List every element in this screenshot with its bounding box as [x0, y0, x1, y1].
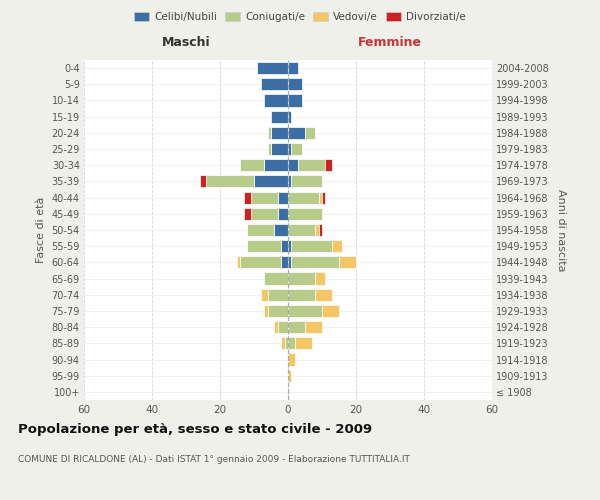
Bar [292, 176, 322, 188]
Bar [322, 192, 325, 203]
Bar [292, 240, 332, 252]
Bar [288, 78, 302, 90]
Bar [288, 159, 298, 172]
Bar [305, 321, 322, 333]
Text: Maschi: Maschi [161, 36, 211, 49]
Bar [247, 240, 281, 252]
Bar [292, 143, 302, 155]
Bar [278, 208, 288, 220]
Bar [288, 143, 292, 155]
Bar [271, 127, 288, 139]
Bar [295, 338, 312, 349]
Bar [332, 240, 343, 252]
Bar [257, 62, 288, 74]
Bar [268, 288, 288, 301]
Bar [278, 321, 288, 333]
Bar [288, 305, 322, 317]
Bar [288, 176, 292, 188]
Bar [305, 127, 315, 139]
Y-axis label: Anni di nascita: Anni di nascita [556, 188, 566, 271]
Bar [206, 176, 254, 188]
Bar [292, 256, 339, 268]
Bar [281, 338, 284, 349]
Bar [288, 127, 305, 139]
Bar [251, 192, 278, 203]
Bar [281, 240, 288, 252]
Bar [261, 288, 268, 301]
Bar [315, 224, 319, 236]
Text: Popolazione per età, sesso e stato civile - 2009: Popolazione per età, sesso e stato civil… [18, 422, 372, 436]
Bar [268, 143, 271, 155]
Bar [298, 159, 325, 172]
Bar [271, 143, 288, 155]
Bar [288, 256, 292, 268]
Bar [339, 256, 356, 268]
Bar [288, 370, 292, 382]
Bar [241, 159, 264, 172]
Bar [244, 208, 251, 220]
Bar [261, 78, 288, 90]
Legend: Celibi/Nubili, Coniugati/e, Vedovi/e, Divorziati/e: Celibi/Nubili, Coniugati/e, Vedovi/e, Di… [130, 8, 470, 26]
Bar [288, 62, 298, 74]
Bar [288, 208, 322, 220]
Bar [288, 321, 305, 333]
Bar [264, 305, 268, 317]
Bar [315, 272, 325, 284]
Bar [288, 192, 319, 203]
Bar [200, 176, 206, 188]
Bar [288, 224, 315, 236]
Bar [325, 159, 332, 172]
Bar [288, 94, 302, 106]
Bar [264, 94, 288, 106]
Bar [288, 272, 315, 284]
Text: Femmine: Femmine [358, 36, 422, 49]
Bar [264, 272, 288, 284]
Bar [244, 192, 251, 203]
Y-axis label: Fasce di età: Fasce di età [36, 197, 46, 263]
Bar [288, 110, 292, 122]
Bar [281, 256, 288, 268]
Bar [268, 305, 288, 317]
Bar [254, 176, 288, 188]
Bar [319, 192, 322, 203]
Bar [247, 224, 274, 236]
Bar [284, 338, 288, 349]
Bar [274, 224, 288, 236]
Bar [271, 110, 288, 122]
Bar [288, 240, 292, 252]
Bar [264, 159, 288, 172]
Bar [274, 321, 278, 333]
Bar [315, 288, 332, 301]
Bar [251, 208, 278, 220]
Bar [278, 192, 288, 203]
Bar [268, 127, 271, 139]
Bar [288, 354, 295, 366]
Bar [288, 338, 295, 349]
Bar [237, 256, 241, 268]
Bar [241, 256, 281, 268]
Bar [319, 224, 322, 236]
Text: COMUNE DI RICALDONE (AL) - Dati ISTAT 1° gennaio 2009 - Elaborazione TUTTITALIA.: COMUNE DI RICALDONE (AL) - Dati ISTAT 1°… [18, 455, 410, 464]
Bar [322, 305, 339, 317]
Bar [288, 288, 315, 301]
